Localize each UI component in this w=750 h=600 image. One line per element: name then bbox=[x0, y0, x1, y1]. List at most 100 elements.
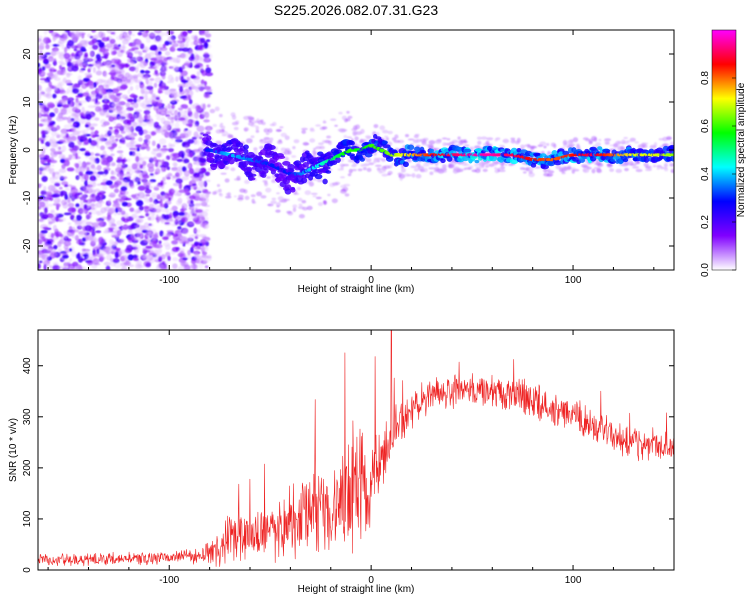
noise-cell bbox=[204, 265, 209, 269]
noise-cell bbox=[59, 186, 63, 190]
noise-cell bbox=[101, 124, 107, 127]
noise-cell bbox=[201, 30, 205, 34]
noise-cell bbox=[292, 146, 296, 150]
noise-cell bbox=[172, 233, 179, 237]
noise-cell bbox=[250, 135, 255, 139]
noise-cell bbox=[176, 158, 183, 162]
noise-cell bbox=[491, 162, 498, 167]
noise-cell bbox=[129, 183, 135, 189]
noise-cell bbox=[145, 255, 149, 258]
noise-cell bbox=[178, 106, 183, 111]
noise-cell bbox=[180, 70, 188, 77]
ridge-cell bbox=[381, 140, 388, 145]
noise-cell bbox=[159, 230, 164, 237]
noise-cell bbox=[482, 168, 488, 172]
noise-cell bbox=[231, 121, 239, 126]
noise-cell bbox=[346, 136, 352, 139]
noise-cell bbox=[63, 159, 70, 167]
noise-cell bbox=[298, 203, 303, 207]
noise-cell bbox=[100, 207, 107, 214]
ridge-cell bbox=[407, 144, 415, 151]
noise-cell bbox=[658, 138, 664, 141]
noise-cell bbox=[90, 208, 98, 215]
noise-cell bbox=[167, 80, 173, 84]
noise-cell bbox=[221, 125, 226, 130]
noise-cell bbox=[162, 129, 168, 133]
ridge-cell bbox=[440, 158, 446, 164]
noise-cell bbox=[49, 176, 58, 180]
noise-cell bbox=[53, 69, 57, 73]
noise-cell bbox=[586, 166, 592, 170]
noise-cell bbox=[119, 241, 125, 246]
noise-cell bbox=[91, 176, 95, 181]
noise-cell bbox=[188, 98, 193, 105]
noise-cell bbox=[62, 78, 67, 82]
noise-cell bbox=[75, 203, 80, 208]
noise-cell bbox=[167, 115, 171, 119]
noise-cell bbox=[155, 54, 163, 61]
noise-cell bbox=[198, 186, 205, 192]
noise-cell bbox=[481, 164, 485, 168]
noise-cell bbox=[58, 80, 65, 87]
noise-cell bbox=[148, 33, 157, 36]
noise-cell bbox=[52, 93, 57, 99]
noise-cell bbox=[145, 212, 150, 217]
noise-cell bbox=[159, 47, 168, 51]
noise-cell bbox=[72, 106, 79, 113]
noise-cell bbox=[139, 121, 148, 127]
noise-cell bbox=[184, 187, 189, 194]
noise-cell bbox=[109, 67, 117, 73]
noise-cell bbox=[146, 85, 154, 91]
noise-cell bbox=[165, 208, 170, 214]
noise-cell bbox=[384, 135, 389, 138]
noise-cell bbox=[413, 134, 419, 139]
noise-cell bbox=[115, 93, 121, 97]
noise-cell bbox=[66, 229, 75, 237]
noise-cell bbox=[167, 148, 174, 153]
noise-cell bbox=[52, 141, 57, 148]
noise-cell bbox=[172, 263, 178, 269]
noise-cell bbox=[75, 31, 82, 38]
noise-cell bbox=[117, 44, 122, 48]
noise-cell bbox=[340, 165, 344, 170]
noise-cell bbox=[110, 31, 116, 35]
noise-cell bbox=[604, 139, 610, 144]
noise-cell bbox=[125, 158, 131, 162]
noise-cell bbox=[194, 52, 198, 59]
noise-cell bbox=[663, 163, 668, 168]
noise-cell bbox=[143, 248, 148, 251]
noise-cell bbox=[411, 173, 416, 178]
noise-cell bbox=[73, 48, 78, 52]
noise-cell bbox=[340, 189, 347, 194]
noise-cell bbox=[38, 233, 44, 239]
noise-cell bbox=[120, 266, 128, 270]
noise-cell bbox=[52, 49, 60, 55]
noise-cell bbox=[138, 205, 144, 211]
noise-cell bbox=[40, 139, 45, 144]
noise-cell bbox=[147, 216, 152, 221]
noise-cell bbox=[117, 80, 122, 86]
noise-cell bbox=[62, 69, 68, 75]
noise-cell bbox=[58, 54, 65, 59]
noise-cell bbox=[118, 145, 122, 149]
noise-cell bbox=[301, 127, 308, 131]
noise-cell bbox=[43, 30, 48, 35]
noise-cell bbox=[120, 130, 126, 134]
noise-cell bbox=[63, 52, 71, 60]
noise-cell bbox=[379, 125, 386, 131]
spectrogram-ytick-label: -20 bbox=[22, 238, 33, 253]
noise-cell bbox=[160, 147, 169, 153]
noise-cell bbox=[193, 124, 198, 128]
noise-cell bbox=[112, 50, 118, 55]
noise-cell bbox=[179, 95, 188, 99]
noise-cell bbox=[63, 261, 68, 268]
noise-cell bbox=[59, 64, 63, 70]
noise-cell bbox=[88, 82, 95, 89]
noise-cell bbox=[522, 171, 527, 174]
noise-cell bbox=[92, 67, 96, 73]
noise-cell bbox=[181, 47, 190, 52]
noise-cell bbox=[51, 164, 55, 167]
noise-cell bbox=[266, 176, 271, 179]
noise-cell bbox=[98, 90, 103, 96]
ridge-cell bbox=[350, 140, 355, 146]
